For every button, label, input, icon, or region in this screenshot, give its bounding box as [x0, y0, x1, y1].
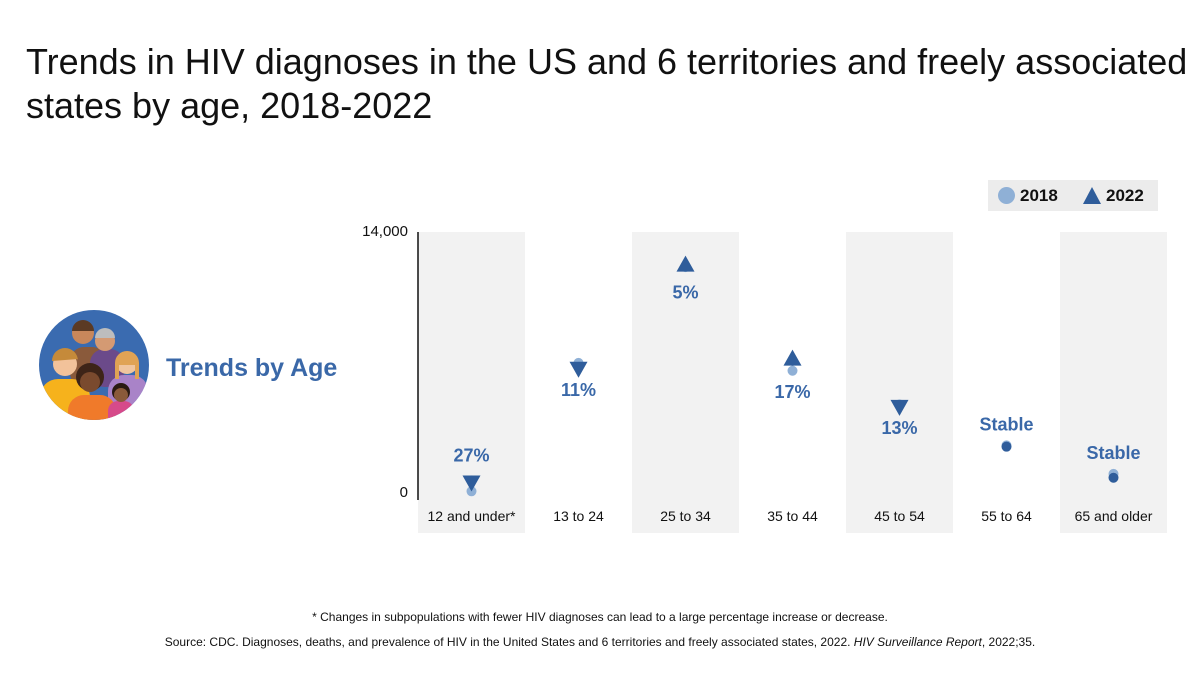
legend-label-2022: 2022 — [1106, 186, 1144, 205]
category-band — [632, 232, 739, 533]
legend-marker-2022 — [1083, 187, 1101, 204]
source-publication: HIV Surveillance Report — [853, 635, 982, 649]
change-label: 17% — [774, 382, 810, 402]
page-title: Trends in HIV diagnoses in the US and 6 … — [26, 41, 1188, 126]
point-2022 — [1001, 441, 1012, 452]
legend-label-2018: 2018 — [1020, 186, 1058, 205]
point-2022 — [676, 255, 695, 272]
source-citation: , 2022;35. — [981, 635, 1036, 649]
category-band — [846, 232, 953, 533]
legend-marker-2018 — [998, 187, 1015, 204]
x-tick-label: 13 to 24 — [553, 508, 604, 524]
x-tick-label: 45 to 54 — [874, 508, 925, 524]
panel-label: Trends by Age — [166, 354, 338, 382]
point-2018 — [787, 365, 798, 376]
age-trend-chart: 14,000 0 12 and under* 27% 13 to 24 11% 25 t… — [362, 223, 1167, 533]
x-tick-label: 65 and older — [1075, 508, 1153, 524]
point-2022 — [462, 475, 481, 492]
point-2022 — [783, 349, 802, 366]
change-label: 5% — [672, 283, 698, 303]
y-tick-max: 14,000 — [362, 223, 408, 240]
x-tick-label: 12 and under* — [428, 508, 517, 524]
chart-legend: 2018 2022 — [988, 180, 1158, 211]
change-label: 27% — [453, 445, 489, 465]
change-label: 11% — [561, 380, 596, 400]
point-2022 — [1108, 472, 1119, 483]
x-tick-label: 35 to 44 — [767, 508, 818, 524]
point-2022 — [890, 399, 909, 416]
people-group-icon — [39, 310, 149, 420]
footnote-source: Source: CDC. Diagnoses, deaths, and prev… — [0, 635, 1200, 649]
source-text: Source: CDC. Diagnoses, deaths, and prev… — [164, 635, 854, 649]
change-label: 13% — [881, 418, 917, 438]
x-tick-label: 55 to 64 — [981, 508, 1032, 524]
footnote-note: * Changes in subpopulations with fewer H… — [312, 610, 888, 624]
point-2022 — [569, 361, 588, 378]
category-band — [1060, 232, 1167, 533]
change-label: Stable — [979, 414, 1033, 434]
y-tick-zero: 0 — [400, 484, 408, 501]
change-label: Stable — [1086, 443, 1140, 463]
x-tick-label: 25 to 34 — [660, 508, 711, 524]
